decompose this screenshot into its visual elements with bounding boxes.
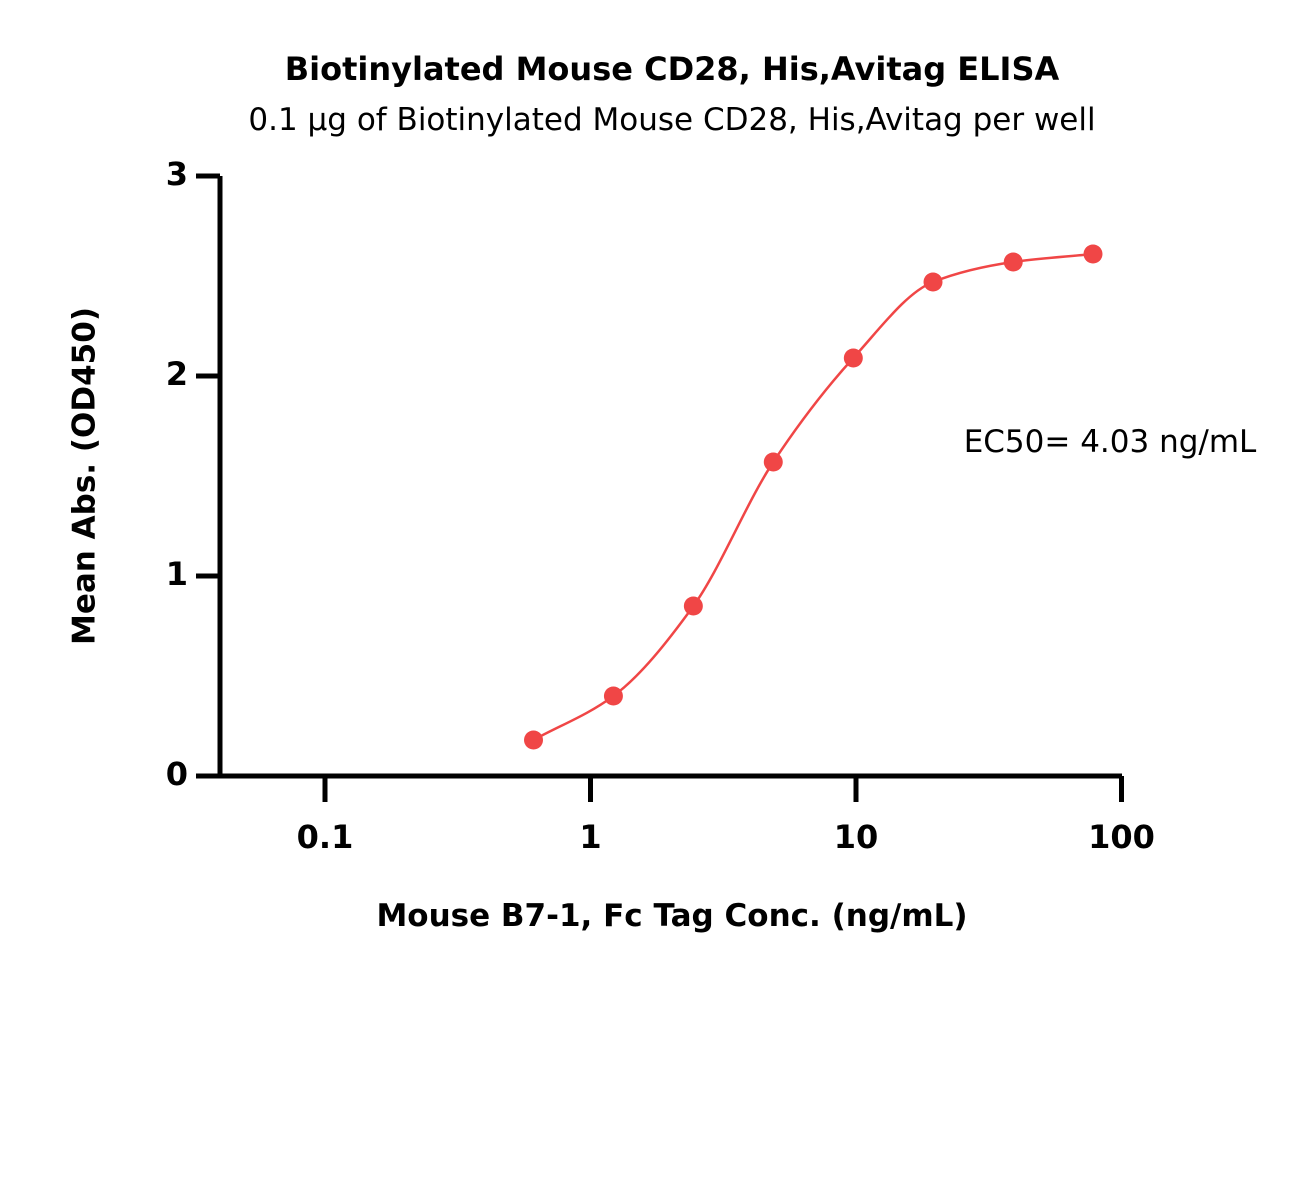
data-point: [683, 596, 703, 616]
y-tick-label: 1: [166, 555, 188, 593]
axes: [196, 176, 1122, 779]
chart-title: Biotinylated Mouse CD28, His,Avitag ELIS…: [285, 50, 1060, 88]
chart-subtitle: 0.1 μg of Biotinylated Mouse CD28, His,A…: [248, 102, 1095, 138]
y-tick-label: 2: [166, 355, 188, 393]
x-axis-ticks: 0.1 1 10 100: [297, 776, 1155, 856]
data-point: [923, 272, 943, 292]
ec50-annotation: EC50= 4.03 ng/mL: [964, 424, 1257, 460]
y-tick-label: 3: [166, 155, 188, 193]
y-axis-label: Mean Abs. (OD450): [67, 307, 103, 645]
data-point: [603, 686, 623, 706]
x-tick-label: 0.1: [297, 818, 354, 856]
fit-curve: [532, 252, 1094, 742]
y-tick-label: 0: [166, 755, 188, 793]
x-tick-label: 10: [834, 818, 879, 856]
x-tick-label: 100: [1088, 818, 1155, 856]
x-axis-label: Mouse B7-1, Fc Tag Conc. (ng/mL): [376, 898, 967, 934]
data-point: [524, 730, 544, 750]
x-tick-label: 1: [579, 818, 601, 856]
data-point: [1083, 244, 1103, 264]
data-points: [524, 244, 1103, 750]
data-point: [1003, 252, 1023, 272]
y-axis-ticks: 0 1 2 3: [166, 155, 220, 793]
data-point: [763, 452, 783, 472]
data-point: [843, 348, 863, 368]
